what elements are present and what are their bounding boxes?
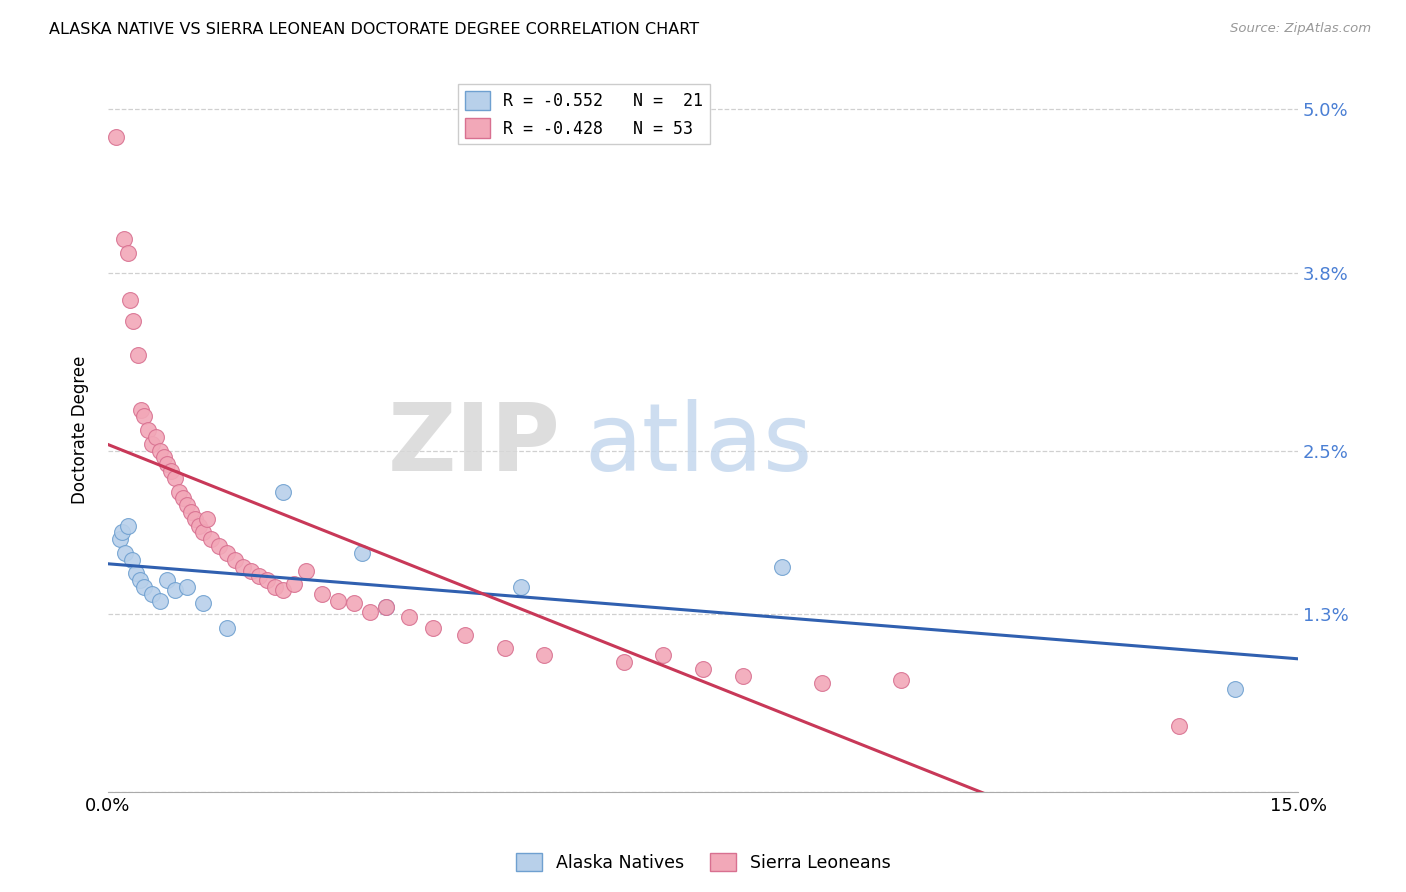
Point bbox=[108, 533, 131, 547]
Point bbox=[172, 491, 194, 506]
Point bbox=[652, 648, 675, 663]
Legend: Alaska Natives, Sierra Leoneans: Alaska Natives, Sierra Leoneans bbox=[509, 847, 897, 879]
Point bbox=[215, 546, 238, 560]
Point bbox=[114, 546, 136, 560]
Point bbox=[494, 641, 516, 656]
Point bbox=[374, 600, 396, 615]
Point bbox=[215, 621, 238, 635]
Point bbox=[271, 484, 294, 499]
Point bbox=[127, 348, 149, 362]
Point bbox=[169, 484, 191, 499]
Text: atlas: atlas bbox=[583, 399, 813, 491]
Point bbox=[208, 539, 231, 553]
Point bbox=[165, 582, 187, 597]
Point bbox=[104, 129, 127, 144]
Point bbox=[770, 559, 793, 574]
Point bbox=[112, 232, 135, 246]
Point bbox=[509, 580, 531, 594]
Point bbox=[731, 669, 754, 683]
Point bbox=[263, 580, 285, 594]
Point bbox=[247, 569, 270, 583]
Point bbox=[422, 621, 444, 635]
Point bbox=[374, 600, 396, 615]
Point bbox=[188, 518, 211, 533]
Point bbox=[359, 605, 381, 619]
Point bbox=[176, 580, 198, 594]
Point bbox=[613, 655, 636, 669]
Point bbox=[117, 245, 139, 260]
Point bbox=[454, 628, 477, 642]
Point bbox=[117, 518, 139, 533]
Text: ALASKA NATIVE VS SIERRA LEONEAN DOCTORATE DEGREE CORRELATION CHART: ALASKA NATIVE VS SIERRA LEONEAN DOCTORAT… bbox=[49, 22, 699, 37]
Point bbox=[156, 457, 179, 471]
Point bbox=[148, 443, 170, 458]
Point bbox=[232, 559, 254, 574]
Point bbox=[156, 573, 179, 587]
Point bbox=[176, 498, 198, 512]
Point bbox=[1168, 719, 1191, 733]
Point bbox=[180, 505, 202, 519]
Point bbox=[195, 512, 218, 526]
Point bbox=[145, 430, 167, 444]
Point bbox=[131, 402, 153, 417]
Legend: R = -0.552   N =  21, R = -0.428   N = 53: R = -0.552 N = 21, R = -0.428 N = 53 bbox=[458, 84, 710, 145]
Point bbox=[121, 553, 143, 567]
Point bbox=[122, 314, 145, 328]
Point bbox=[132, 580, 155, 594]
Point bbox=[239, 564, 262, 578]
Point bbox=[224, 553, 246, 567]
Text: Source: ZipAtlas.com: Source: ZipAtlas.com bbox=[1230, 22, 1371, 36]
Point bbox=[200, 533, 222, 547]
Text: ZIP: ZIP bbox=[387, 399, 560, 491]
Point bbox=[271, 582, 294, 597]
Point bbox=[283, 577, 305, 591]
Point bbox=[132, 409, 155, 424]
Point bbox=[692, 662, 714, 676]
Point bbox=[311, 587, 333, 601]
Point bbox=[165, 471, 187, 485]
Y-axis label: Doctorate Degree: Doctorate Degree bbox=[72, 356, 89, 504]
Point bbox=[148, 593, 170, 607]
Point bbox=[343, 596, 366, 610]
Point bbox=[398, 610, 420, 624]
Point bbox=[193, 596, 215, 610]
Point bbox=[811, 675, 834, 690]
Point bbox=[136, 423, 159, 437]
Point bbox=[184, 512, 207, 526]
Point bbox=[326, 593, 349, 607]
Point bbox=[350, 546, 373, 560]
Point bbox=[890, 673, 912, 687]
Point bbox=[152, 450, 174, 465]
Point bbox=[141, 587, 163, 601]
Point bbox=[295, 564, 318, 578]
Point bbox=[141, 436, 163, 450]
Point bbox=[128, 573, 150, 587]
Point bbox=[160, 464, 183, 478]
Point bbox=[256, 573, 278, 587]
Point bbox=[111, 525, 134, 540]
Point bbox=[533, 648, 555, 663]
Point bbox=[125, 566, 148, 581]
Point bbox=[1223, 682, 1246, 697]
Point bbox=[120, 293, 142, 308]
Point bbox=[193, 525, 215, 540]
